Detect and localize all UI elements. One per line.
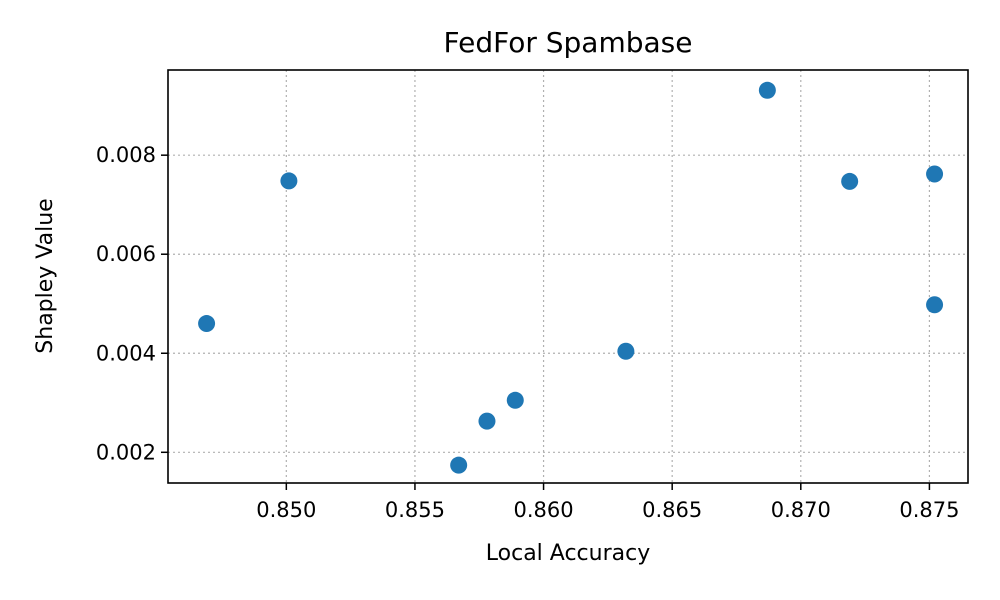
y-tick-label: 0.008 [96, 143, 156, 167]
data-point [617, 342, 635, 360]
chart-title: FedFor Spambase [444, 26, 693, 59]
data-point [758, 81, 776, 99]
data-point [926, 296, 944, 314]
data-point [198, 315, 216, 333]
data-point [450, 456, 468, 474]
y-tick-label: 0.004 [96, 341, 156, 365]
x-tick-label: 0.870 [771, 498, 831, 522]
grid [168, 70, 968, 483]
x-tick-label: 0.865 [642, 498, 702, 522]
x-tick-label: 0.875 [899, 498, 959, 522]
x-axis-ticks: 0.850 0.855 0.860 0.865 0.870 0.875 [256, 483, 959, 522]
data-point [478, 412, 496, 430]
x-tick-label: 0.855 [385, 498, 445, 522]
data-point [280, 172, 298, 190]
y-tick-label: 0.002 [96, 440, 156, 464]
x-tick-label: 0.860 [514, 498, 574, 522]
x-tick-label: 0.850 [256, 498, 316, 522]
y-axis-label: Shapley Value [33, 198, 58, 353]
y-axis-ticks: 0.002 0.004 0.006 0.008 [96, 143, 168, 464]
x-axis-label: Local Accuracy [486, 541, 650, 566]
y-tick-label: 0.006 [96, 242, 156, 266]
plot-frame [167, 69, 969, 484]
data-point [841, 172, 859, 190]
data-points [198, 81, 944, 474]
data-point [506, 391, 524, 409]
data-point [926, 165, 944, 183]
